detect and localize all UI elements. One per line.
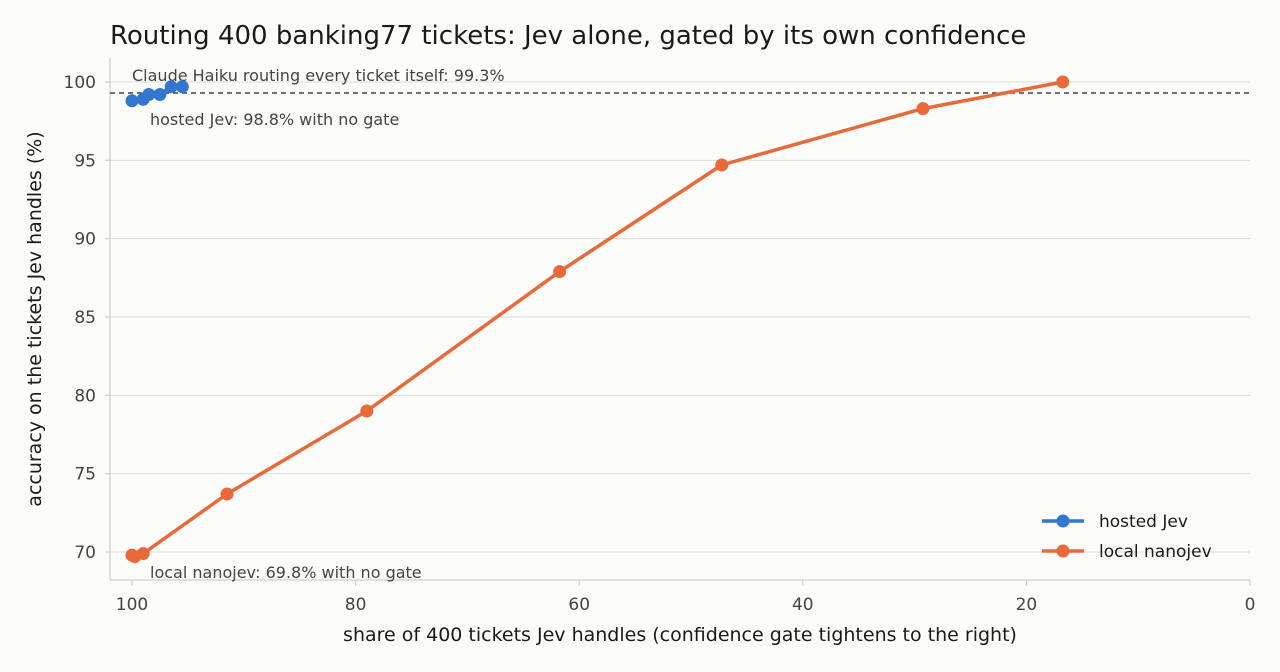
data-point xyxy=(136,547,150,561)
y-tick-label: 80 xyxy=(74,386,96,406)
legend-label: local nanojev xyxy=(1099,542,1212,562)
y-tick-label: 100 xyxy=(64,73,96,93)
data-point xyxy=(125,94,139,108)
haiku-reference-label: Claude Haiku routing every ticket itself… xyxy=(132,66,505,85)
x-tick-label: 40 xyxy=(792,595,814,615)
y-tick-label: 85 xyxy=(74,308,96,328)
x-axis-label: share of 400 tickets Jev handles (confid… xyxy=(343,624,1017,646)
legend: hosted Jev local nanojev xyxy=(1042,512,1212,562)
y-tick-label: 75 xyxy=(74,465,96,485)
x-tick-label: 20 xyxy=(1016,595,1038,615)
legend-label: hosted Jev xyxy=(1099,512,1188,532)
data-point xyxy=(553,265,567,279)
local-nanojev-annotation: local nanojev: 69.8% with no gate xyxy=(150,563,422,582)
legend-item: hosted Jev xyxy=(1042,512,1188,532)
data-point xyxy=(1056,75,1070,89)
x-ticks: 100 80 60 40 20 0 xyxy=(116,580,1256,615)
data-point xyxy=(175,80,189,94)
y-ticks: 70 75 80 85 90 95 100 xyxy=(64,73,110,563)
x-tick-label: 0 xyxy=(1245,595,1256,615)
data-point xyxy=(164,80,178,94)
x-tick-label: 60 xyxy=(568,595,590,615)
chart-title: Routing 400 banking77 tickets: Jev alone… xyxy=(110,21,1026,51)
series-hosted-jev xyxy=(125,80,189,108)
legend-item: local nanojev xyxy=(1042,542,1212,562)
data-point xyxy=(220,487,234,501)
data-point xyxy=(916,102,930,116)
legend-swatch-marker xyxy=(1056,544,1070,558)
data-point xyxy=(142,88,156,102)
data-point xyxy=(153,88,167,102)
data-point xyxy=(715,158,729,172)
y-tick-label: 95 xyxy=(74,151,96,171)
y-tick-label: 70 xyxy=(74,543,96,563)
series xyxy=(125,75,1070,564)
x-tick-label: 80 xyxy=(345,595,367,615)
series-local-nanojev xyxy=(125,75,1070,564)
data-point xyxy=(360,404,374,418)
series-line xyxy=(130,80,1065,559)
legend-swatch-marker xyxy=(1056,514,1070,528)
y-tick-label: 90 xyxy=(74,230,96,250)
hosted-jev-annotation: hosted Jev: 98.8% with no gate xyxy=(150,110,399,129)
y-axis-label: accuracy on the tickets Jev handles (%) xyxy=(24,131,46,506)
x-tick-label: 100 xyxy=(116,595,148,615)
gridlines xyxy=(110,81,1250,553)
